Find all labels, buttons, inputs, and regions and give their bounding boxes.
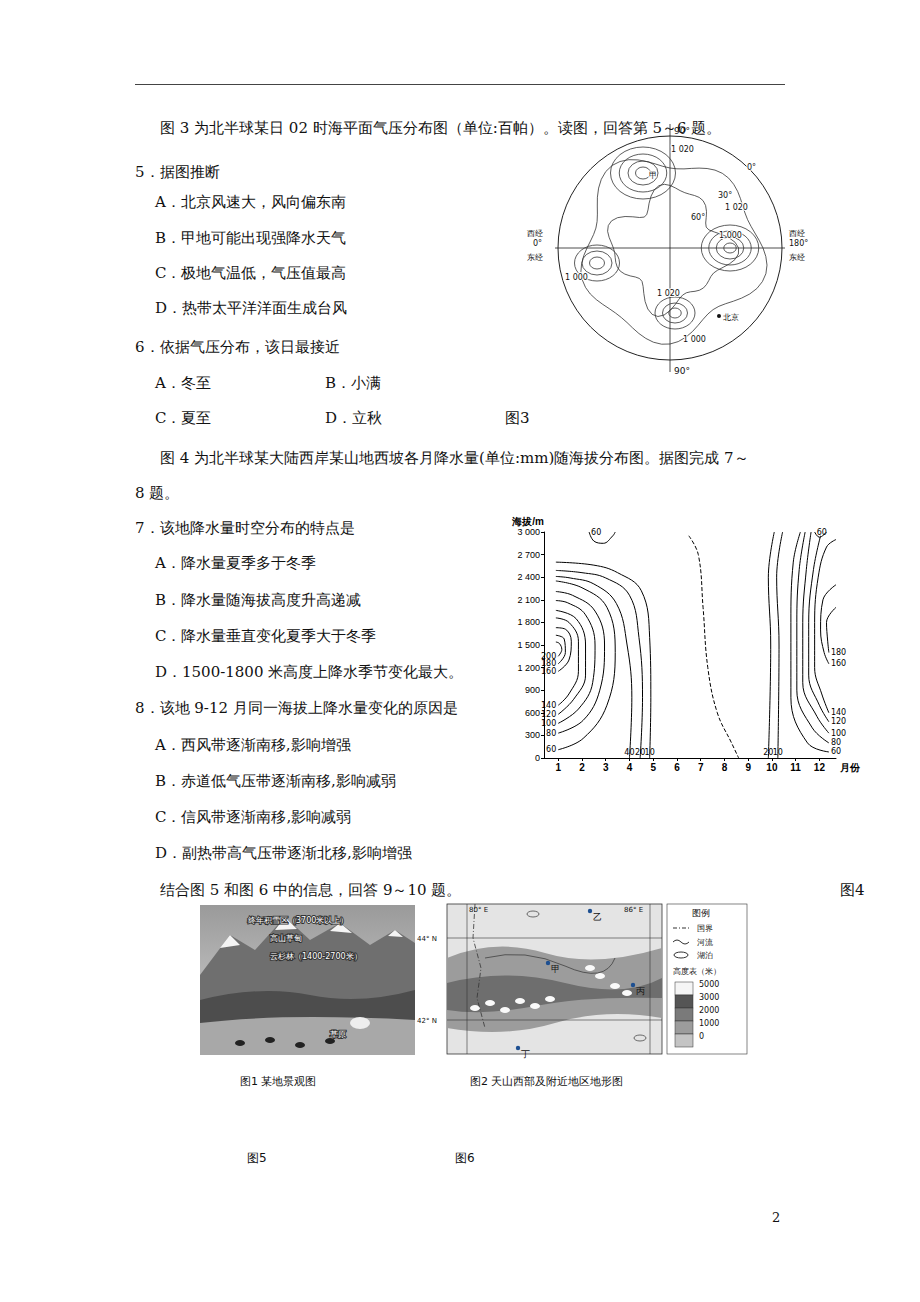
svg-text:1 500: 1 500	[517, 640, 540, 650]
svg-text:80: 80	[831, 738, 841, 747]
svg-text:80: 80	[546, 729, 556, 738]
svg-text:12: 12	[814, 762, 826, 773]
svg-text:7: 7	[698, 762, 704, 773]
svg-text:湖泊: 湖泊	[697, 951, 713, 960]
svg-text:10: 10	[645, 748, 655, 757]
svg-text:1 020: 1 020	[725, 203, 748, 212]
svg-text:0°: 0°	[533, 239, 542, 248]
svg-text:国界: 国界	[697, 924, 713, 933]
svg-text:90°: 90°	[674, 366, 690, 376]
svg-text:0: 0	[699, 1032, 704, 1041]
svg-text:0°: 0°	[747, 163, 756, 172]
svg-text:600: 600	[525, 708, 540, 718]
svg-text:8: 8	[722, 762, 728, 773]
svg-text:10: 10	[766, 762, 778, 773]
svg-text:4: 4	[627, 762, 633, 773]
svg-text:2 100: 2 100	[517, 595, 540, 605]
svg-text:60: 60	[546, 745, 556, 754]
svg-text:高度表（米）: 高度表（米）	[673, 967, 721, 976]
svg-text:80° E: 80° E	[469, 906, 488, 914]
svg-text:1 020: 1 020	[671, 145, 694, 154]
svg-text:甲: 甲	[649, 171, 657, 180]
svg-text:1: 1	[555, 762, 561, 773]
svg-text:40: 40	[624, 748, 634, 757]
svg-text:60°: 60°	[691, 213, 705, 222]
svg-text:0: 0	[535, 753, 540, 763]
svg-text:丙: 丙	[636, 986, 645, 996]
svg-text:42° N: 42° N	[417, 1017, 437, 1025]
svg-text:120: 120	[831, 717, 846, 726]
svg-text:160: 160	[831, 659, 846, 668]
svg-text:180: 180	[831, 648, 846, 657]
svg-text:100: 100	[541, 719, 556, 728]
svg-text:乙: 乙	[593, 912, 602, 922]
svg-text:1 800: 1 800	[517, 617, 540, 627]
svg-text:44° N: 44° N	[417, 935, 437, 943]
svg-text:草原: 草原	[330, 1030, 346, 1039]
svg-text:1000: 1000	[699, 1019, 719, 1028]
svg-text:西经: 西经	[789, 229, 805, 238]
svg-text:140: 140	[541, 701, 556, 710]
svg-text:2000: 2000	[699, 1006, 719, 1015]
svg-text:1 020: 1 020	[657, 289, 680, 298]
svg-text:5: 5	[650, 762, 656, 773]
svg-text:100: 100	[831, 729, 846, 738]
svg-text:1 000: 1 000	[565, 273, 588, 282]
svg-text:1 000: 1 000	[683, 335, 706, 344]
svg-text:140: 140	[831, 708, 846, 717]
svg-text:月份: 月份	[839, 762, 861, 773]
svg-text:高山草甸: 高山草甸	[270, 934, 302, 943]
svg-text:30°: 30°	[718, 191, 732, 200]
svg-text:东经: 东经	[789, 253, 805, 262]
svg-text:11: 11	[790, 762, 801, 773]
svg-text:90°: 90°	[674, 126, 690, 136]
svg-text:900: 900	[525, 685, 540, 695]
svg-text:1 200: 1 200	[517, 663, 540, 673]
svg-text:北京: 北京	[723, 313, 739, 322]
svg-text:60: 60	[591, 528, 601, 537]
svg-text:160: 160	[541, 667, 556, 676]
svg-text:120: 120	[541, 710, 556, 719]
svg-text:3000: 3000	[699, 993, 719, 1002]
svg-text:60: 60	[817, 528, 827, 537]
svg-text:河流: 河流	[697, 938, 713, 947]
svg-text:6: 6	[674, 762, 680, 773]
svg-text:西经: 西经	[527, 229, 543, 238]
svg-text:60: 60	[831, 747, 841, 756]
svg-text:10: 10	[773, 748, 783, 757]
svg-text:5000: 5000	[699, 980, 719, 989]
svg-text:2: 2	[579, 762, 585, 773]
svg-text:云杉林（1400-2700米）: 云杉林（1400-2700米）	[270, 952, 362, 961]
svg-text:海拔/m: 海拔/m	[511, 516, 544, 527]
svg-text:甲: 甲	[551, 964, 560, 974]
svg-text:2 400: 2 400	[517, 572, 540, 582]
svg-text:2 700: 2 700	[517, 550, 540, 560]
svg-text:图例: 图例	[692, 908, 710, 918]
svg-text:3: 3	[603, 762, 609, 773]
svg-text:3 000: 3 000	[517, 527, 540, 537]
svg-text:1 000: 1 000	[719, 231, 742, 240]
svg-text:东经: 东经	[527, 253, 543, 262]
svg-text:300: 300	[525, 730, 540, 740]
svg-text:86° E: 86° E	[624, 906, 643, 914]
svg-text:终年积雪区（3700米以上）: 终年积雪区（3700米以上）	[248, 916, 348, 925]
svg-text:丁: 丁	[521, 1049, 530, 1059]
svg-text:9: 9	[745, 762, 751, 773]
svg-text:180°: 180°	[789, 239, 808, 248]
